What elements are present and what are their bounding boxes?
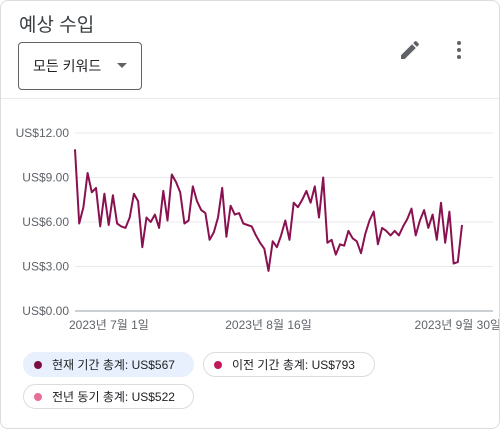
caret-down-icon [117,63,127,68]
keyword-filter-dropdown[interactable]: 모든 키워드 [18,42,142,90]
y-tick-label: US$12.00 [16,126,70,140]
legend-chip-previous-period[interactable]: 이전 기간 총계: US$793 [203,352,375,377]
legend-previous-period-label: 이전 기간 총계: US$793 [232,358,355,372]
year-ago-dot [34,392,42,401]
series-line-current-period [74,149,463,272]
card-title: 예상 수입 [19,15,95,36]
x-tick-label: 2023년 7월 1일 [69,318,149,332]
x-tick-label: 2023년 8월 16일 [225,318,312,332]
x-tick-label: 2023년 9월 30일 [415,318,500,332]
pencil-icon[interactable] [398,38,422,62]
legend-year-ago-label: 전년 동기 총계: US$522 [52,390,175,404]
previous-period-dot [214,360,222,369]
series-lines [74,149,463,272]
earnings-line-chart: US$0.00 US$3.00 US$6.00 US$9.00 US$12.00 202… [16,126,500,332]
y-tick-label: US$0.00 [22,304,69,318]
legend-chip-current-period[interactable]: 현재 기간 총계: US$567 [23,352,194,377]
y-tick-label: US$3.00 [22,260,69,274]
legend-chip-year-ago[interactable]: 전년 동기 총계: US$522 [23,384,194,409]
y-axis-tick-labels: US$0.00 US$3.00 US$6.00 US$9.00 US$12.00 [16,126,70,318]
current-period-dot [34,360,42,369]
more-vert-icon[interactable] [447,38,471,62]
x-axis-tick-labels: 2023년 7월 1일 2023년 8월 16일 2023년 9월 30일 [69,318,500,332]
y-tick-label: US$9.00 [22,171,69,185]
y-tick-label: US$6.00 [22,215,69,229]
header-divider [1,98,499,99]
legend-current-period-label: 현재 기간 총계: US$567 [52,358,175,372]
keyword-filter-value: 모든 키워드 [33,58,102,74]
